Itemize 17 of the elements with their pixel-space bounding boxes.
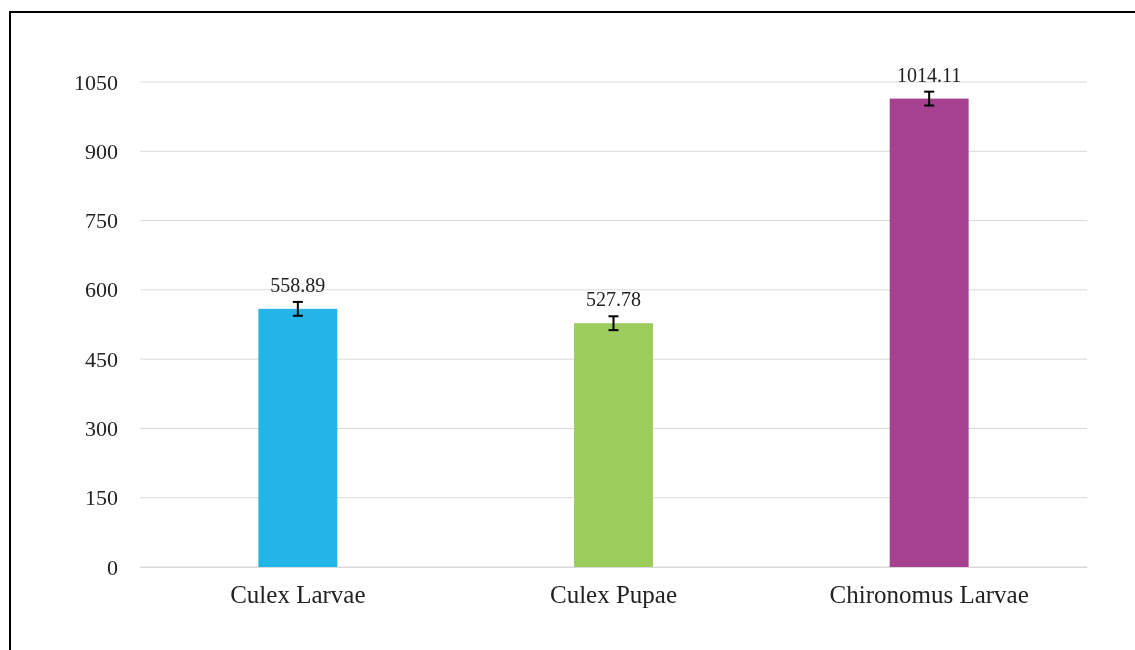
- y-tick-label: 300: [85, 415, 118, 441]
- y-tick-label: 150: [85, 485, 118, 511]
- y-tick-label: 600: [85, 277, 118, 303]
- bar: [258, 308, 338, 567]
- x-tick-label: Culex Larvae: [230, 580, 366, 608]
- y-tick-label: 750: [85, 208, 118, 234]
- bar: [574, 323, 653, 567]
- bar: [889, 98, 969, 567]
- y-tick-label: 1050: [74, 69, 118, 95]
- x-tick-label: Chironomus Larvae: [829, 580, 1029, 608]
- y-tick-label: 0: [107, 554, 118, 580]
- y-tick-label: 450: [85, 346, 118, 372]
- data-label: 558.89: [270, 273, 326, 296]
- y-tick-label: 900: [85, 138, 118, 164]
- data-label: 527.78: [586, 288, 641, 311]
- data-label: 1014.11: [897, 63, 962, 86]
- x-tick-label: Culex Pupae: [549, 580, 678, 608]
